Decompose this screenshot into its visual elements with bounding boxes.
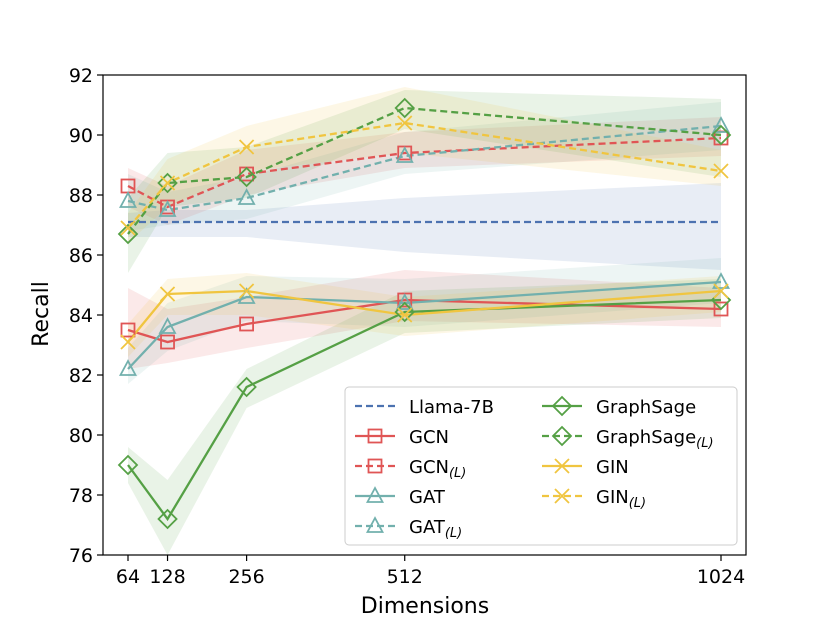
x-axis: 64 128 256 512 1024 <box>116 555 745 588</box>
y-tick-label: 90 <box>69 125 93 147</box>
x-tick-label: 1024 <box>697 566 745 588</box>
gin-point <box>120 334 136 350</box>
y-axis: 76 78 80 82 84 86 88 90 92 <box>69 65 103 567</box>
legend-label-llama-7b: Llama-7B <box>409 397 494 418</box>
gin-point <box>238 283 255 299</box>
gin-band <box>128 273 721 357</box>
legend-label-gat: GAT <box>409 487 446 508</box>
legend-marker-gin-l <box>554 488 570 504</box>
y-tick-label: 88 <box>69 185 93 207</box>
y-tick-label: 82 <box>69 365 93 387</box>
gat-line <box>127 280 722 370</box>
llama-7b-band <box>128 183 721 270</box>
x-tick-label: 256 <box>228 566 264 588</box>
gin-l-point <box>120 220 136 236</box>
legend-label-gcn-l: GCN(L) <box>409 457 466 481</box>
gat-point <box>118 359 138 376</box>
y-tick-label: 86 <box>69 245 93 267</box>
legend-marker-gat-l <box>365 516 385 533</box>
y-axis-label: Recall <box>29 281 54 347</box>
y-tick-label: 84 <box>69 305 93 327</box>
graphsage-l-point <box>236 166 257 188</box>
gat-l-band <box>128 102 721 231</box>
x-tick-label: 512 <box>387 566 423 588</box>
gin-l-point <box>713 163 729 179</box>
gat-l-point <box>118 191 138 208</box>
graphsage-point <box>157 508 178 530</box>
legend-label-gin: GIN <box>596 457 629 478</box>
gin-l-point <box>159 175 176 191</box>
gin-l-point <box>397 115 413 131</box>
legend-marker-gcn-l <box>367 458 383 474</box>
gcn-point <box>160 334 175 350</box>
gat-band <box>128 258 721 384</box>
legend-marker-graphsage-l <box>551 425 573 447</box>
gat-l-point <box>158 200 177 217</box>
gcn-l-band <box>128 117 721 225</box>
y-tick-label: 92 <box>69 65 93 87</box>
legend: Llama-7B GCN GCN(L) GAT GAT(L) GraphSage Graph… <box>344 386 738 546</box>
gin-point <box>397 307 413 323</box>
gat-point <box>711 272 731 289</box>
y-tick-label: 80 <box>69 425 93 447</box>
legend-label-gat-l: GAT(L) <box>409 517 462 541</box>
graphsage-point <box>117 454 139 476</box>
graphsage-l-point <box>710 124 732 146</box>
legend-marker-gat <box>365 486 385 503</box>
graphsage-point <box>236 376 257 398</box>
gcn-point <box>120 322 136 338</box>
gcn-line <box>127 298 722 344</box>
x-tick-label: 128 <box>149 566 185 588</box>
gat-l-point <box>395 146 414 163</box>
y-tick-label: 76 <box>69 545 93 567</box>
graphsage-l-point <box>157 172 178 194</box>
x-axis-label: Dimensions <box>361 594 489 619</box>
legend-marker-graphsage <box>551 395 573 417</box>
gin-l-point <box>238 139 255 155</box>
gin-l-band <box>128 87 721 243</box>
legend-marker-gcn <box>367 428 383 444</box>
gcn-point <box>239 316 255 332</box>
x-tick-label: 64 <box>116 566 140 588</box>
graphsage-l-band <box>128 90 721 273</box>
gin-point <box>159 286 176 302</box>
gat-l-point <box>237 188 256 205</box>
gat-point <box>158 317 177 334</box>
legend-label-graphsage: GraphSage <box>596 397 696 418</box>
graphsage-l-point <box>117 223 139 245</box>
graphsage-l-line <box>127 106 722 235</box>
gcn-point <box>713 301 729 317</box>
graphsage-l-point <box>394 97 416 119</box>
gat-l-point <box>711 116 731 133</box>
legend-label-gin-l: GIN(L) <box>596 487 646 511</box>
gat-point <box>395 293 414 310</box>
y-tick-label: 78 <box>69 485 93 507</box>
series-markers <box>117 97 732 530</box>
legend-label-gcn: GCN <box>409 427 449 448</box>
legend-box <box>344 386 738 546</box>
legend-label-graphsage-l: GraphSage(L) <box>596 427 714 451</box>
gat-l-line <box>127 124 722 212</box>
legend-marker-gin <box>554 458 570 474</box>
gin-point <box>713 283 729 299</box>
